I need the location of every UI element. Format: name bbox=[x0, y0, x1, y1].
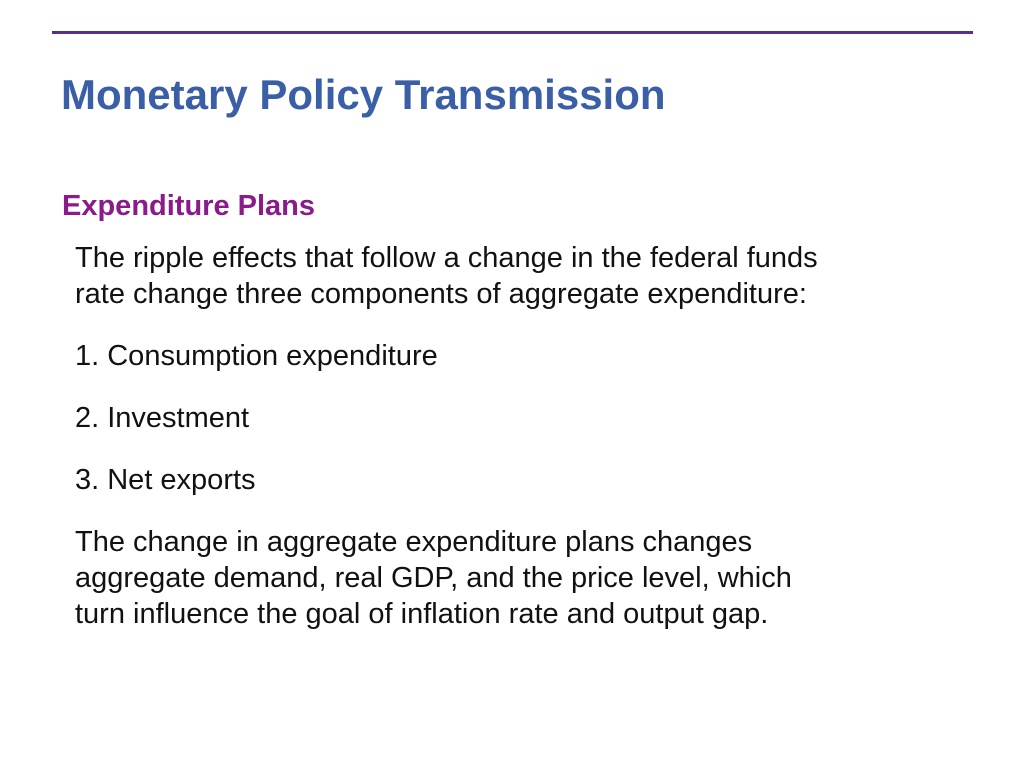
list-item-net-exports: 3. Net exports bbox=[75, 464, 256, 496]
intro-line-2: rate change three components of aggregat… bbox=[75, 278, 807, 310]
list-item-investment: 2. Investment bbox=[75, 402, 250, 434]
closing-line-3: turn influence the goal of inflation rat… bbox=[75, 598, 769, 630]
top-divider-line bbox=[52, 31, 973, 34]
list-item-consumption: 1. Consumption expenditure bbox=[75, 340, 438, 372]
closing-paragraph: The change in aggregate expenditure plan… bbox=[75, 524, 975, 632]
closing-line-2: aggregate demand, real GDP, and the pric… bbox=[75, 562, 792, 594]
closing-line-1: The change in aggregate expenditure plan… bbox=[75, 526, 753, 558]
slide-title: Monetary Policy Transmission bbox=[61, 71, 666, 118]
section-subheading: Expenditure Plans bbox=[62, 190, 316, 222]
slide-body: The ripple effects that follow a change … bbox=[75, 240, 975, 658]
intro-paragraph: The ripple effects that follow a change … bbox=[75, 240, 975, 312]
intro-line-1: The ripple effects that follow a change … bbox=[75, 242, 818, 274]
